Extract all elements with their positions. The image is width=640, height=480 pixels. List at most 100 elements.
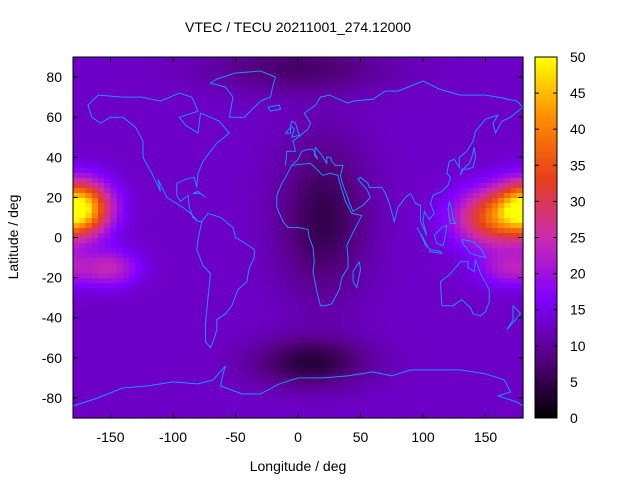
heatmap-cell — [291, 207, 299, 214]
heatmap-cell — [310, 372, 318, 379]
heatmap-cell — [104, 127, 112, 133]
heatmap-cell — [504, 192, 512, 198]
heatmap-cell — [329, 262, 337, 269]
heatmap-cell — [323, 132, 330, 138]
heatmap-cell — [504, 172, 512, 178]
heatmap-cell — [198, 107, 205, 113]
heatmap-cell — [323, 322, 330, 329]
heatmap-cell — [123, 262, 130, 269]
heatmap-cell — [429, 292, 437, 299]
heatmap-cell — [110, 137, 118, 143]
heatmap-cell — [273, 252, 280, 259]
heatmap-cell — [448, 362, 455, 369]
heatmap-cell — [248, 87, 255, 93]
heatmap-cell — [160, 297, 168, 304]
heatmap-cell — [85, 262, 93, 269]
heatmap-cell — [216, 197, 224, 203]
heatmap-cell — [279, 402, 287, 409]
heatmap-cell — [335, 232, 343, 239]
heatmap-cell — [391, 317, 399, 324]
heatmap-cell — [504, 87, 512, 93]
heatmap-cell — [304, 267, 312, 274]
heatmap-cell — [448, 352, 455, 359]
heatmap-cell — [179, 307, 187, 314]
heatmap-cell — [491, 197, 499, 203]
heatmap-cell — [210, 312, 218, 319]
heatmap-cell — [435, 277, 443, 284]
heatmap-cell — [391, 167, 399, 173]
heatmap-cell — [173, 162, 180, 168]
heatmap-cell — [141, 347, 149, 354]
heatmap-cell — [423, 102, 430, 108]
heatmap-cell — [348, 137, 355, 143]
heatmap-cell — [354, 327, 362, 334]
heatmap-cell — [85, 302, 93, 309]
heatmap-cell — [210, 247, 218, 254]
heatmap-cell — [460, 77, 468, 83]
heatmap-cell — [504, 107, 512, 113]
heatmap-cell — [260, 302, 268, 309]
heatmap-cell — [473, 287, 480, 294]
heatmap-cell — [410, 202, 418, 209]
heatmap-cell — [448, 407, 455, 414]
heatmap-cell — [341, 272, 349, 279]
heatmap-cell — [148, 107, 155, 113]
heatmap-cell — [391, 207, 399, 214]
heatmap-cell — [498, 382, 505, 389]
heatmap-cell — [385, 357, 393, 364]
heatmap-cell — [391, 232, 399, 239]
heatmap-cell — [266, 402, 274, 409]
heatmap-cell — [385, 87, 393, 93]
heatmap-cell — [185, 262, 193, 269]
heatmap-cell — [385, 267, 393, 274]
heatmap-cell — [179, 342, 187, 349]
heatmap-cell — [73, 97, 80, 103]
heatmap-cell — [498, 232, 505, 239]
heatmap-cell — [116, 392, 124, 399]
heatmap-cell — [454, 147, 462, 153]
heatmap-cell — [485, 372, 493, 379]
heatmap-cell — [435, 402, 443, 409]
heatmap-cell — [216, 147, 224, 153]
heatmap-cell — [98, 237, 105, 244]
heatmap-cell — [279, 127, 287, 133]
heatmap-cell — [223, 97, 230, 103]
heatmap-cell — [204, 327, 212, 334]
heatmap-cell — [454, 82, 462, 88]
heatmap-cell — [373, 82, 380, 88]
heatmap-cell — [454, 372, 462, 379]
heatmap-cell — [379, 92, 387, 98]
heatmap-cell — [266, 152, 274, 158]
heatmap-cell — [504, 237, 512, 244]
heatmap-cell — [98, 332, 105, 339]
heatmap-cell — [291, 152, 299, 158]
heatmap-cell — [248, 242, 255, 249]
heatmap-cell — [285, 262, 293, 269]
heatmap-cell — [198, 82, 205, 88]
heatmap-cell — [260, 342, 268, 349]
heatmap-cell — [191, 392, 199, 399]
heatmap-cell — [491, 232, 499, 239]
heatmap-cell — [216, 117, 224, 123]
heatmap-cell — [110, 222, 118, 229]
heatmap-cell — [429, 72, 437, 78]
heatmap-cell — [160, 217, 168, 224]
heatmap-cell — [291, 357, 299, 364]
heatmap-cell — [241, 162, 249, 168]
heatmap-cell — [160, 397, 168, 404]
heatmap-cell — [429, 272, 437, 279]
heatmap-cell — [454, 202, 462, 209]
heatmap-cell — [273, 267, 280, 274]
heatmap-cell — [454, 367, 462, 374]
heatmap-cell — [504, 317, 512, 324]
heatmap-cell — [479, 242, 487, 249]
heatmap-cell — [91, 157, 99, 163]
heatmap-cell — [210, 112, 218, 118]
heatmap-cell — [373, 292, 380, 299]
heatmap-cell — [148, 237, 155, 244]
heatmap-cell — [129, 217, 137, 224]
heatmap-cell — [160, 347, 168, 354]
heatmap-cell — [441, 407, 449, 414]
heatmap-cell — [329, 242, 337, 249]
heatmap-cell — [460, 267, 468, 274]
